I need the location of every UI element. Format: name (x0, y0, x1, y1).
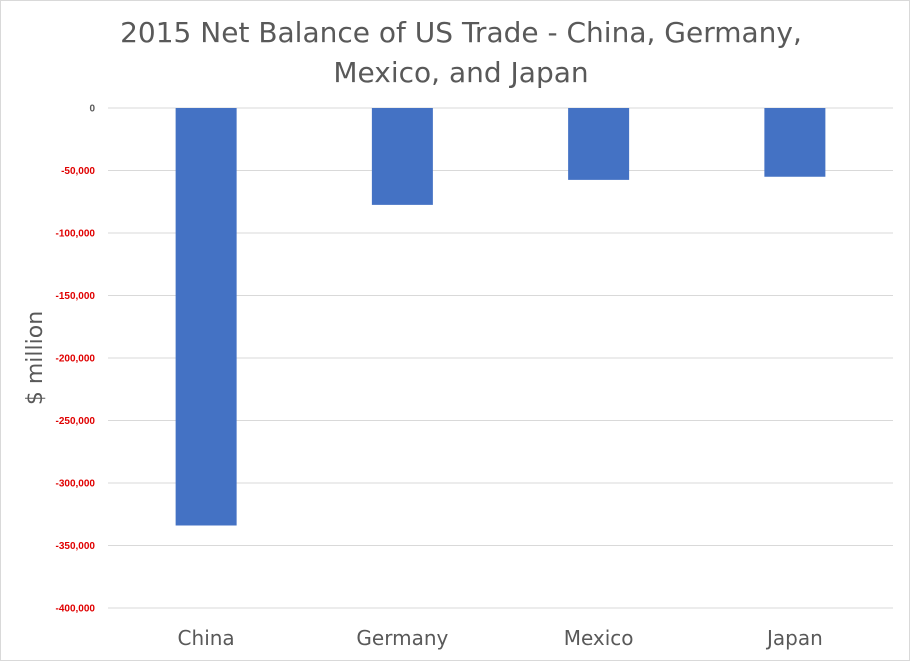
y-tick-label: -400,000 (56, 604, 96, 615)
x-axis-category-labels: China Germany Mexico Japan (178, 626, 823, 650)
gridlines (108, 107, 893, 609)
y-tick-label: -300,000 (56, 479, 96, 490)
y-tick-label: -250,000 (56, 416, 96, 427)
chart-title: 2015 Net Balance of US Trade - China, Ge… (120, 16, 802, 89)
category-label-germany: Germany (356, 626, 448, 650)
bar-germany (371, 108, 433, 205)
y-tick-label: -200,000 (56, 354, 96, 365)
bar-mexico (568, 108, 630, 180)
y-tick-label: 0 (89, 104, 95, 115)
category-label-japan: Japan (765, 626, 823, 650)
bar-china (175, 108, 237, 526)
y-tick-label: -100,000 (56, 229, 96, 240)
y-tick-label: -350,000 (56, 541, 96, 552)
y-axis-title: $ million (23, 311, 48, 405)
bar-japan (764, 108, 826, 177)
y-tick-label: -150,000 (56, 291, 96, 302)
y-tick-label: -50,000 (61, 166, 95, 177)
y-axis-tick-labels: 0 -50,000 -100,000 -150,000 -200,000 -250,000… (56, 104, 96, 615)
bars (175, 108, 826, 526)
category-label-china: China (178, 626, 235, 650)
category-label-mexico: Mexico (564, 626, 634, 650)
